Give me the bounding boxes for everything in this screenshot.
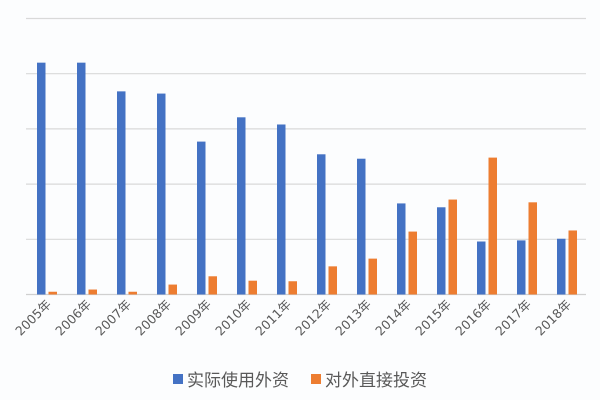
bar-odi[interactable] [448, 199, 458, 295]
bar-odi[interactable] [328, 266, 338, 295]
bar-odi[interactable] [248, 280, 258, 295]
bar-fdi-used[interactable] [517, 240, 526, 295]
x-tick-label: 2015年 [412, 297, 454, 339]
bar-fdi-used[interactable] [197, 141, 206, 295]
legend-swatch-blue-icon [173, 373, 183, 384]
x-tick-label: 2005年 [12, 297, 54, 339]
bar-fdi-used[interactable] [477, 241, 486, 295]
legend-swatch-orange-icon [311, 373, 321, 384]
gridlines [26, 17, 586, 296]
bar-fdi-used[interactable] [317, 154, 326, 295]
legend: 实际使用外资 对外直接投资 [0, 366, 600, 391]
x-tick-label: 2006年 [52, 297, 94, 339]
bar-odi[interactable] [368, 258, 378, 295]
bar-fdi-used[interactable] [117, 91, 126, 295]
bars [37, 62, 578, 295]
x-tick-label: 2009年 [172, 297, 214, 339]
bar-odi[interactable] [488, 157, 498, 295]
bar-odi[interactable] [568, 230, 578, 295]
bar-fdi-used[interactable] [37, 62, 46, 295]
x-tick-label: 2016年 [452, 297, 494, 339]
bar-odi[interactable] [88, 289, 98, 295]
bar-odi[interactable] [208, 276, 218, 295]
bar-fdi-used[interactable] [437, 207, 446, 295]
x-tick-label: 2017年 [492, 297, 534, 339]
bar-fdi-used[interactable] [277, 124, 286, 295]
bar-fdi-used[interactable] [557, 238, 566, 295]
bar-odi[interactable] [288, 281, 298, 295]
x-tick-label: 2010年 [212, 297, 254, 339]
x-tick-label: 2013年 [332, 297, 374, 339]
x-tick-label: 2007年 [92, 297, 134, 339]
legend-label: 实际使用外资 [187, 371, 289, 391]
x-tick-label: 2014年 [372, 297, 414, 339]
bar-fdi-used[interactable] [357, 158, 366, 295]
bar-odi[interactable] [48, 291, 58, 295]
x-tick-label: 2008年 [132, 297, 174, 339]
bar-fdi-used[interactable] [397, 203, 406, 295]
bar-odi[interactable] [528, 202, 538, 295]
x-tick-label: 2018年 [532, 297, 574, 339]
bar-fdi-used[interactable] [237, 117, 246, 295]
bar-fdi-used[interactable] [77, 62, 86, 295]
bar-odi[interactable] [128, 291, 138, 295]
bar-odi[interactable] [408, 231, 418, 295]
x-tick-label: 2012年 [292, 297, 334, 339]
legend-item-odi[interactable]: 对外直接投资 [311, 366, 427, 391]
legend-label: 对外直接投资 [325, 371, 427, 391]
x-tick-label: 2011年 [252, 297, 294, 339]
x-axis-labels: 2005年2006年2007年2008年2009年2010年2011年2012年… [12, 297, 574, 339]
legend-item-fdi-used[interactable]: 实际使用外资 [173, 366, 289, 391]
bar-fdi-used[interactable] [157, 93, 166, 295]
bar-odi[interactable] [168, 284, 178, 295]
